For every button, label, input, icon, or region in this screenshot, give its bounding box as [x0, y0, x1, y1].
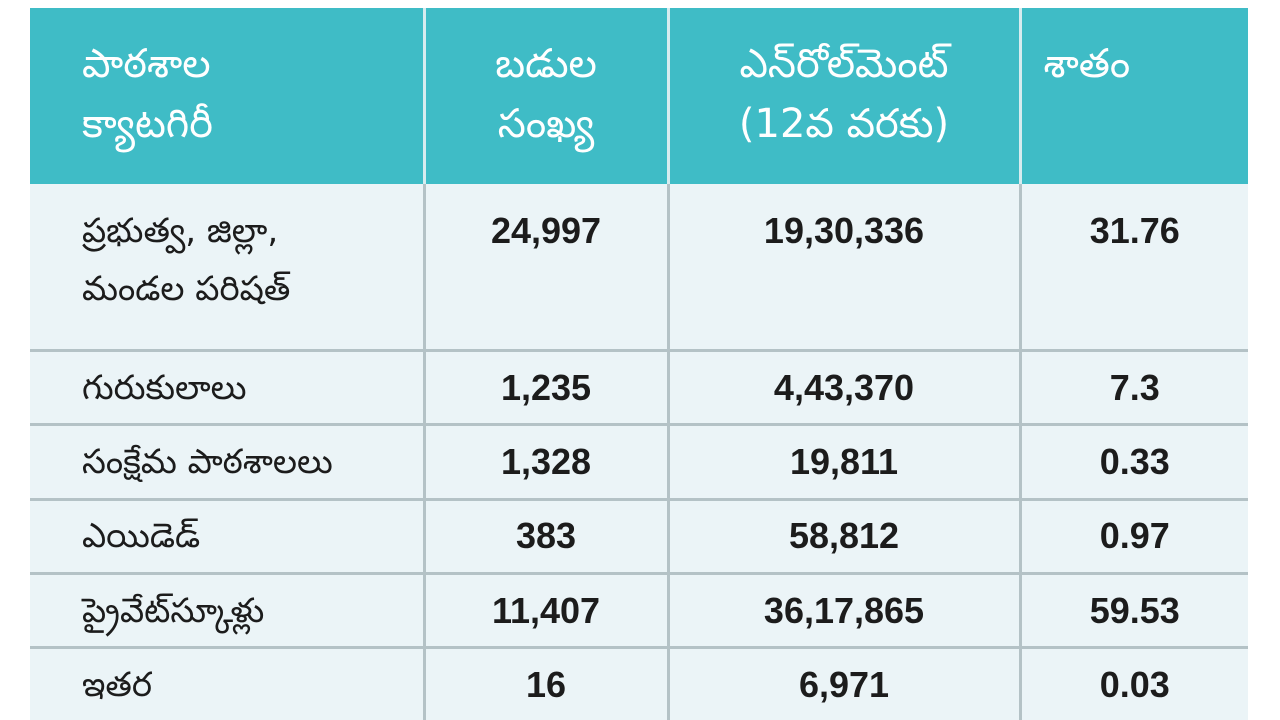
schools-cell: 383 — [424, 499, 670, 575]
enrollment-cell: 58,812 — [668, 499, 1022, 575]
percent-cell: 0.03 — [1099, 663, 1170, 705]
header-enrollment: ఎన్‌రోల్‌మెంట్ (12వ వరకు) — [668, 8, 1022, 184]
enrollment-cell: 4,43,370 — [668, 350, 1022, 427]
schools-cell: 1,235 — [424, 350, 670, 427]
schools-cell: 16 — [424, 647, 670, 720]
category-cell: ఇతర — [30, 647, 426, 720]
schools-cell: 1,328 — [424, 424, 670, 501]
school-category-table: పాఠశాల క్యాటగిరీ బడుల సంఖ్య ఎన్‌రోల్‌మెం… — [30, 8, 1248, 720]
category-line1: ప్రభుత్వ, జిల్లా, — [82, 211, 279, 251]
enrollment-cell: 6,971 — [668, 647, 1022, 720]
category-cell: గురుకులాలు — [30, 350, 426, 427]
category-cell: ప్రైవేట్‌స్కూళ్లు — [30, 573, 426, 650]
table-header: పాఠశాల క్యాటగిరీ బడుల సంఖ్య ఎన్‌రోల్‌మెం… — [30, 8, 1248, 184]
percent-cell: 59.53 — [1020, 573, 1248, 650]
table-row: ఇతర 16 6,971 0.03 — [30, 647, 1248, 720]
category-line2: మండల పరిషత్ — [82, 269, 291, 309]
table-row: గురుకులాలు 1,235 4,43,370 7.3 — [30, 350, 1248, 427]
header-percent-line1: శాతం — [1043, 41, 1131, 87]
school-category-table-panel: పాఠశాల క్యాటగిరీ బడుల సంఖ్య ఎన్‌రోల్‌మెం… — [30, 8, 1248, 720]
header-category-line2: క్యాటగిరీ — [82, 101, 213, 147]
header-category-line1: పాఠశాల — [82, 41, 211, 87]
category-cell: ప్రభుత్వ, జిల్లా, మండల పరిషత్ — [30, 184, 426, 353]
header-category: పాఠశాల క్యాటగిరీ — [30, 8, 426, 184]
header-schools-line1: బడుల — [495, 41, 597, 87]
table-row: ఎయిడెడ్ 383 58,812 0.97 — [30, 499, 1248, 575]
percent-cell: 31.76 — [1020, 184, 1248, 353]
enrollment-cell: 36,17,865 — [668, 573, 1022, 650]
header-enrollment-line2: (12వ వరకు) — [738, 101, 950, 147]
enrollment-cell: 19,811 — [668, 424, 1022, 501]
table-body: ప్రభుత్వ, జిల్లా, మండల పరిషత్ 24,997 19,… — [30, 184, 1248, 720]
schools-cell: 24,997 — [424, 184, 670, 353]
percent-cell: 0.97 — [1020, 499, 1248, 575]
header-percent: శాతం — [1020, 8, 1248, 184]
header-enrollment-line1: ఎన్‌రోల్‌మెంట్ — [739, 41, 949, 87]
schools-cell: 11,407 — [424, 573, 670, 650]
table-row: ప్రభుత్వ, జిల్లా, మండల పరిషత్ 24,997 19,… — [30, 184, 1248, 353]
category-cell: ఎయిడెడ్ — [30, 499, 426, 575]
header-schools: బడుల సంఖ్య — [424, 8, 670, 184]
header-row: పాఠశాల క్యాటగిరీ బడుల సంఖ్య ఎన్‌రోల్‌మెం… — [30, 8, 1248, 184]
percent-cell: 7.3 — [1020, 350, 1248, 427]
category-cell: సంక్షేమ పాఠశాలలు — [30, 424, 426, 501]
header-schools-line2: సంఖ్య — [497, 101, 595, 147]
percent-cell: 0.33 — [1020, 424, 1248, 501]
enrollment-cell: 19,30,336 — [668, 184, 1022, 353]
table-row: ప్రైవేట్‌స్కూళ్లు 11,407 36,17,865 59.53 — [30, 573, 1248, 650]
table-row: సంక్షేమ పాఠశాలలు 1,328 19,811 0.33 — [30, 424, 1248, 501]
